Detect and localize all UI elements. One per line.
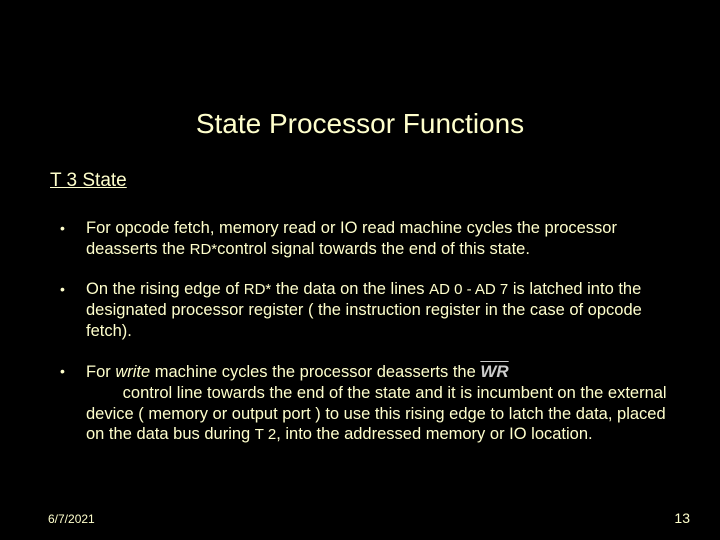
- signal-name: AD 0 - AD 7: [429, 281, 508, 298]
- text-run: On the rising edge of: [86, 280, 244, 298]
- bullet-marker: •: [60, 218, 86, 259]
- text-run: machine cycles the processor deasserts t…: [155, 363, 481, 381]
- bullet-text: On the rising edge of RD* the data on th…: [86, 279, 685, 341]
- signal-name: T 2: [255, 426, 276, 443]
- bullet-marker: •: [60, 279, 86, 341]
- bullet-list: • For opcode fetch, memory read or IO re…: [0, 218, 720, 445]
- text-run: For: [86, 363, 115, 381]
- bullet-item: • For opcode fetch, memory read or IO re…: [60, 218, 685, 259]
- bullet-marker: •: [60, 361, 86, 445]
- footer-page-number: 13: [674, 510, 690, 526]
- slide-title: State Processor Functions: [0, 0, 720, 170]
- bullet-item: • For write machine cycles the processor…: [60, 361, 685, 445]
- text-run: the data on the lines: [271, 280, 429, 298]
- bullet-text: For opcode fetch, memory read or IO read…: [86, 218, 685, 259]
- footer-date: 6/7/2021: [48, 512, 95, 526]
- text-run: control signal towards the end of this s…: [217, 240, 530, 258]
- text-italic: write: [115, 363, 154, 381]
- signal-name: RD*: [190, 241, 218, 258]
- slide: State Processor Functions T 3 State • Fo…: [0, 0, 720, 540]
- signal-wr-overline: WR: [480, 362, 508, 381]
- bullet-text: For write machine cycles the processor d…: [86, 361, 685, 445]
- bullet-item: • On the rising edge of RD* the data on …: [60, 279, 685, 341]
- signal-name: RD*: [244, 281, 272, 298]
- text-run: , into the addressed memory or IO locati…: [276, 425, 592, 443]
- slide-subtitle: T 3 State: [0, 170, 720, 218]
